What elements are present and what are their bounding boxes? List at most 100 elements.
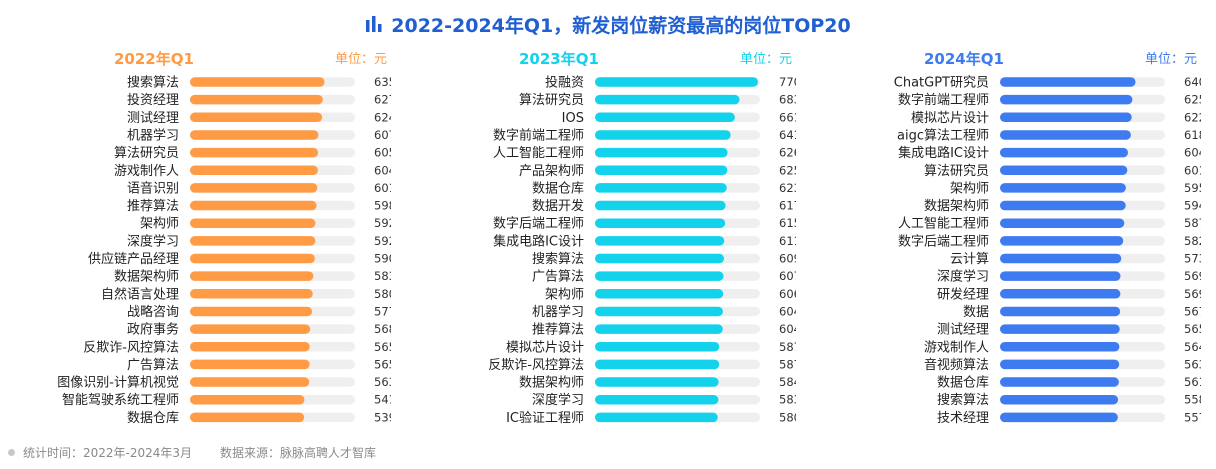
category-label: 反欺诈-风控算法: [83, 340, 179, 355]
category-label: 数据仓库: [532, 180, 584, 196]
value-label: 57702: [374, 304, 391, 318]
value-label: 57331: [1184, 252, 1201, 266]
value-label: 58726: [779, 340, 796, 354]
category-label: 深度学习: [532, 392, 584, 408]
category-label: 数据架构师: [114, 270, 179, 285]
value-label: 62666: [779, 146, 796, 160]
value-label: 58432: [779, 375, 796, 389]
value-label: 56958: [1184, 269, 1201, 283]
category-label: 广告算法: [532, 270, 584, 285]
bar: [190, 324, 311, 334]
category-label: 智能驾驶系统工程师: [62, 393, 179, 408]
category-label: 数据架构师: [519, 376, 584, 391]
bar: [190, 289, 313, 299]
panel-title: 2023年Q1: [519, 50, 599, 68]
bar: [595, 94, 740, 105]
bar: [190, 394, 305, 405]
category-label: 游戏制作人: [924, 340, 989, 355]
bar: [190, 94, 323, 105]
value-label: 62579: [1184, 93, 1201, 107]
value-label: 62473: [374, 110, 391, 124]
category-label: 推荐算法: [532, 323, 584, 338]
category-label: 集成电路IC设计: [493, 233, 584, 249]
bar: [190, 377, 310, 387]
value-label: 58038: [374, 287, 391, 301]
value-label: 56792: [1184, 304, 1201, 318]
category-label: IOS: [562, 111, 584, 126]
bar: [190, 147, 319, 158]
value-label: 60444: [374, 163, 391, 177]
category-label: 数据架构师: [924, 199, 989, 214]
bar: [1000, 183, 1126, 193]
value-label: 56564: [374, 357, 391, 371]
footer-time: 统计时间：2022年-2024年3月: [23, 446, 193, 460]
panel-2024-q1: 2024年Q1 单位：元 ChatGPT研究员 64074 数字前端工程师 62579 模拟…: [816, 40, 1201, 440]
category-label: 深度学习: [127, 233, 179, 249]
value-label: 56431: [1184, 340, 1201, 354]
category-label: 战略咨询: [127, 304, 179, 320]
category-label: 供应链产品经理: [88, 251, 179, 267]
bar: [595, 147, 728, 158]
category-label: aigc算法工程师: [897, 128, 989, 143]
bar: [190, 77, 325, 87]
category-label: 研发经理: [937, 286, 989, 302]
bar: [595, 253, 725, 264]
category-label: 搜索算法: [532, 252, 584, 267]
bar: [595, 394, 719, 405]
bar: [190, 306, 313, 317]
bar: [595, 289, 724, 299]
value-label: 63597: [374, 75, 391, 89]
bar: [1000, 324, 1120, 334]
category-label: 投资经理: [127, 92, 179, 108]
value-label: 56189: [1184, 375, 1201, 389]
category-label: 机器学习: [127, 127, 179, 143]
category-label: 算法研究员: [924, 164, 989, 179]
bar: [190, 183, 318, 193]
bar: [1000, 77, 1136, 87]
bar: [190, 130, 319, 140]
category-label: 图像识别-计算机视觉: [57, 376, 179, 391]
value-label: 60515: [374, 146, 391, 160]
value-label: 62275: [1184, 110, 1201, 124]
unit-label: 单位：元: [1145, 52, 1197, 67]
value-label: 77033: [779, 75, 796, 89]
value-label: 62797: [374, 93, 391, 107]
category-label: 数据: [963, 305, 989, 320]
category-label: 数据仓库: [127, 410, 179, 426]
bar: [190, 412, 305, 423]
chart-title-row: 2022-2024年Q1，新发岗位薪资最高的岗位TOP20: [0, 10, 1216, 38]
bar: [595, 77, 758, 87]
chart-title: 2022-2024年Q1，新发岗位薪资最高的岗位TOP20: [391, 14, 851, 37]
category-label: 反欺诈-风控算法: [488, 358, 584, 373]
category-label: 自然语言处理: [101, 286, 179, 302]
bar: [1000, 412, 1118, 423]
bar: [190, 342, 310, 352]
category-label: 算法研究员: [114, 146, 179, 161]
category-label: 数据开发: [532, 198, 584, 214]
bar: [1000, 289, 1121, 299]
value-label: 60614: [779, 287, 796, 301]
category-label: 数据仓库: [937, 375, 989, 391]
bar: [595, 236, 725, 246]
category-label: ChatGPT研究员: [894, 76, 989, 91]
value-label: 62571: [779, 163, 796, 177]
category-label: 云计算: [950, 252, 989, 267]
value-label: 56359: [374, 375, 391, 389]
category-label: 模拟芯片设计: [911, 111, 989, 126]
value-label: 61107: [779, 234, 796, 248]
bar: [595, 130, 731, 140]
category-label: 数字前端工程师: [493, 127, 584, 143]
category-label: 广告算法: [127, 358, 179, 373]
bar: [1000, 377, 1119, 387]
bar: [1000, 112, 1132, 123]
value-label: 56925: [1184, 287, 1201, 301]
bar: [595, 200, 726, 211]
bar: [1000, 236, 1124, 246]
bar: [1000, 94, 1133, 105]
value-label: 60174: [374, 181, 391, 195]
value-label: 61873: [1184, 128, 1201, 142]
